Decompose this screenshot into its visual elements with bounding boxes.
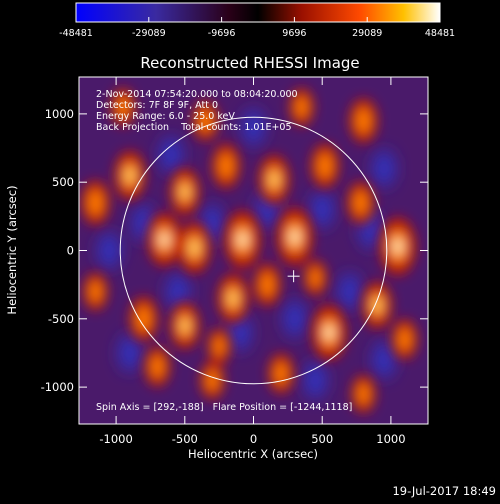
peak-center <box>228 290 238 306</box>
peak-core <box>87 189 104 216</box>
colorbar-tick-label: 9696 <box>282 28 306 39</box>
colorbar-ticks: -48481 -29089 -9696 9696 29089 48481 <box>59 17 455 39</box>
peak-center <box>269 172 279 187</box>
trough-blob <box>311 191 334 228</box>
heatmap-troughs <box>98 109 396 399</box>
peak-center <box>180 318 189 333</box>
trough-blob <box>242 109 265 146</box>
peak-core <box>218 152 234 179</box>
x-tick-label: 1000 <box>376 432 405 446</box>
spin-axis-marker <box>287 270 300 283</box>
colorbar-tick-label: -9696 <box>208 28 236 39</box>
colorbar-tick-label: -48481 <box>59 28 93 39</box>
colorbar-tick-label: 29089 <box>352 28 382 39</box>
y-tick-label: -1000 <box>41 380 74 394</box>
peak-core <box>89 280 102 303</box>
trough-blob <box>338 273 361 310</box>
x-tick-label: 500 <box>311 432 333 446</box>
peak-core <box>355 107 372 134</box>
trough-blob <box>283 300 306 337</box>
peak-core <box>260 272 275 297</box>
colorbar <box>75 2 441 23</box>
peak-core <box>274 362 288 385</box>
trough-blob <box>304 362 327 399</box>
peak-center <box>373 298 382 313</box>
trough-blob <box>166 273 189 310</box>
x-axis-label: Heliocentric X (arcsec) <box>188 447 318 461</box>
peak-core <box>150 355 165 379</box>
timestamp: 19-Jul-2017 18:49 <box>392 484 496 498</box>
y-tick-label: -500 <box>48 312 74 326</box>
y-tick-label: 500 <box>52 175 74 189</box>
annotation-method: Back Projection Total counts: 1.01E+05 <box>96 122 292 133</box>
trough-blob <box>160 136 183 173</box>
peak-max <box>240 235 246 245</box>
y-tick-label: 1000 <box>45 107 74 121</box>
peak-center <box>180 184 189 199</box>
footer-note: Spin Axis = [292,-188] Flare Position = … <box>96 402 352 413</box>
annotation-block: 2-Nov-2014 07:54:20.000 to 08:04:20.000 … <box>96 89 298 133</box>
trough-blob <box>98 232 121 269</box>
peak-core <box>295 96 308 118</box>
colorbar-tick-label: -29089 <box>132 28 166 39</box>
solar-limb-circle <box>119 116 388 385</box>
trough-blob <box>228 314 251 351</box>
annotation-time: 2-Nov-2014 07:54:20.000 to 08:04:20.000 <box>96 89 298 100</box>
x-axis: -1000 -500 0 500 1000 <box>99 77 406 446</box>
x-tick-label: 0 <box>250 432 257 446</box>
peak-core <box>198 109 213 133</box>
peak-center <box>190 239 199 256</box>
annotation-detectors: Detectors: 7F 8F 9F, Att 0 <box>96 100 218 111</box>
chart-title: Reconstructed RHESSI Image <box>140 54 359 72</box>
y-axis: -1000 -500 0 500 1000 <box>41 107 428 394</box>
x-tick-label: -500 <box>172 432 198 446</box>
peak-core <box>353 190 368 215</box>
y-axis-label: Heliocentric Y (arcsec) <box>5 185 19 314</box>
peak-max <box>292 232 298 242</box>
peak-core <box>309 267 322 288</box>
peak-core <box>357 383 370 405</box>
peak-core <box>397 327 412 351</box>
peak-max <box>395 241 401 251</box>
peak-core <box>213 336 226 357</box>
y-tick-label: 0 <box>67 244 74 258</box>
peak-core <box>205 369 219 391</box>
peak-max <box>161 235 167 245</box>
x-tick-label: -1000 <box>99 432 132 446</box>
trough-blob <box>118 334 141 371</box>
peak-core <box>116 96 130 118</box>
peak-center <box>125 167 135 183</box>
trough-blob <box>373 150 396 187</box>
peak-max <box>326 327 332 337</box>
peak-core <box>135 306 152 332</box>
heatmap-image <box>79 77 428 424</box>
trough-blob <box>373 341 396 378</box>
peak-core <box>317 152 333 179</box>
heatmap-peaks <box>81 87 418 414</box>
annotation-energy: Energy Range: 6.0 - 25.0 keV <box>96 111 235 122</box>
colorbar-tick-label: 48481 <box>425 28 455 39</box>
